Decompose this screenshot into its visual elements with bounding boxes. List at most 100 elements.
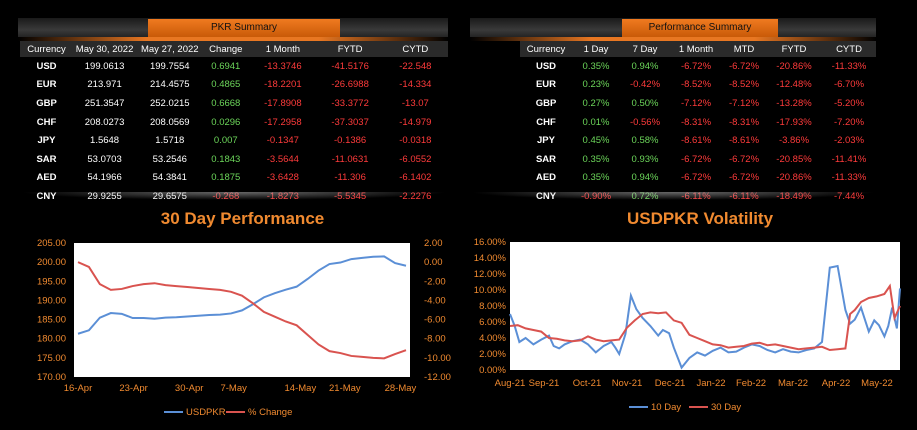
currency-cell: EUR: [535, 79, 557, 91]
pkr-summary-table: Currency May 30, 2022 May 27, 2022 Change 1 …: [20, 41, 448, 206]
y-left-tick-label: 175.00: [37, 353, 66, 364]
currency-cell: SAR: [36, 153, 57, 165]
table-row: SAR 0.35% 0.93% -6.72% -6.72% -20.85% -11.41%: [520, 150, 876, 169]
y-left-tick-label: 205.00: [37, 238, 66, 249]
y-tick-label: 14.00%: [474, 253, 507, 264]
currency-cell: GBP: [535, 97, 557, 109]
table-row: USD 0.35% 0.94% -6.72% -6.72% -20.86% -11.33%: [520, 57, 876, 76]
value-cell: -6.72%: [680, 153, 712, 165]
value-cell: 0.0296: [211, 116, 241, 128]
y-tick-label: 4.00%: [479, 333, 506, 344]
currency-cell: CHF: [36, 116, 57, 128]
pkr-summary-header-row: Currency May 30, 2022 May 27, 2022 Change 1 …: [20, 41, 448, 57]
value-cell: 213.971: [87, 79, 122, 91]
value-cell: 0.23%: [582, 79, 610, 91]
x-tick-label: 28-May: [385, 383, 417, 394]
table-row: JPY 1.5648 1.5718 0.007 -0.1347 -0.1386 -0.031…: [20, 131, 448, 150]
y-tick-label: 16.00%: [474, 237, 507, 248]
value-cell: -37.3037: [331, 116, 369, 128]
y-tick-label: 10.00%: [474, 285, 507, 296]
currency-cell: AED: [36, 172, 57, 184]
y-right-tick-label: -10.00: [424, 353, 451, 364]
y-right-tick-label: -6.00: [424, 315, 446, 326]
column-header: Currency: [20, 41, 73, 57]
value-cell: -20.86%: [776, 60, 812, 72]
value-cell: -13.07: [401, 97, 429, 109]
value-cell: 251.3547: [84, 97, 125, 109]
y-right-tick-label: 2.00: [424, 238, 443, 249]
value-cell: -11.33%: [831, 60, 867, 72]
x-tick-label: Sep-21: [529, 378, 560, 389]
table-row: JPY 0.45% 0.58% -8.61% -8.61% -3.86% -2.03%: [520, 131, 876, 150]
performance-summary-glow: [470, 37, 876, 41]
column-header: CYTD: [822, 41, 876, 57]
y-left-tick-label: 190.00: [37, 295, 66, 306]
value-cell: 53.0703: [87, 153, 122, 165]
x-tick-label: Aug-21: [495, 378, 526, 389]
x-tick-label: 21-May: [329, 383, 361, 394]
legend-label: USDPKR: [186, 407, 226, 418]
x-tick-label: 16-Apr: [64, 383, 93, 394]
value-cell: 208.0569: [149, 116, 190, 128]
x-tick-label: Dec-21: [655, 378, 686, 389]
table-row: USD 199.0613 199.7554 0.6941 -13.3746 -41.517…: [20, 57, 448, 76]
y-left-tick-label: 200.00: [37, 257, 66, 268]
value-cell: -2.03%: [833, 135, 865, 147]
x-tick-label: Nov-21: [612, 378, 643, 389]
table-row: EUR 213.971 214.4575 0.4865 -18.2201 -26.6988…: [20, 76, 448, 95]
value-cell: 0.35%: [582, 60, 610, 72]
value-cell: -17.2958: [264, 116, 302, 128]
legend-label: 30 Day: [711, 402, 741, 413]
y-right-tick-label: -4.00: [424, 295, 446, 306]
x-tick-label: 14-May: [285, 383, 317, 394]
volatility-chart-title: USDPKR Volatility: [626, 209, 774, 228]
value-cell: -6.72%: [728, 60, 760, 72]
value-cell: 0.93%: [631, 153, 659, 165]
value-cell: -13.3746: [264, 60, 302, 72]
legend-label: % Change: [248, 407, 292, 418]
volatility-chart: 0.00% 2.00% 4.00% 6.00% 8.00% 10.00% 12.00% 14.…: [474, 237, 901, 413]
value-cell: -7.12%: [680, 97, 712, 109]
value-cell: -0.1347: [266, 135, 299, 147]
value-cell: 208.0273: [84, 116, 125, 128]
value-cell: 1.5648: [90, 135, 120, 147]
value-cell: 199.0613: [84, 60, 125, 72]
x-tick-label: 7-May: [220, 383, 247, 394]
x-tick-label: Feb-22: [736, 378, 766, 389]
plot-area: [510, 242, 900, 370]
y-left-tick-label: 195.00: [37, 276, 66, 287]
table-row: GBP 0.27% 0.50% -7.12% -7.12% -13.28% -5.20%: [520, 94, 876, 113]
y-left-tick-label: 185.00: [37, 315, 66, 326]
value-cell: -7.20%: [833, 116, 865, 128]
column-header: 1 Month: [248, 41, 318, 57]
x-tick-label: Mar-22: [778, 378, 808, 389]
value-cell: -5.20%: [833, 97, 865, 109]
pkr-summary-glow: [18, 37, 448, 41]
value-cell: 252.0215: [149, 97, 190, 109]
value-cell: -41.5176: [331, 60, 369, 72]
y-left-tick-label: 170.00: [37, 372, 66, 383]
table-row: SAR 53.0703 53.2546 0.1843 -3.5644 -11.0631 -6…: [20, 150, 448, 169]
value-cell: -17.93%: [776, 116, 812, 128]
column-header: FYTD: [317, 41, 383, 57]
value-cell: 0.45%: [582, 135, 610, 147]
performance-summary-header-row: Currency 1 Day 7 Day 1 Month MTD FYTD CYTD: [520, 41, 876, 57]
currency-cell: EUR: [36, 79, 57, 91]
currency-cell: CHF: [536, 116, 556, 128]
value-cell: -14.334: [399, 79, 432, 91]
value-cell: -6.1402: [399, 172, 432, 184]
value-cell: -3.5644: [266, 153, 299, 165]
y-tick-label: 6.00%: [479, 317, 506, 328]
y-right-tick-label: -2.00: [424, 276, 446, 287]
value-cell: 54.1966: [87, 172, 122, 184]
value-cell: -3.86%: [778, 135, 810, 147]
value-cell: 0.01%: [582, 116, 610, 128]
value-cell: -6.72%: [680, 172, 712, 184]
value-cell: -8.52%: [680, 79, 712, 91]
column-header: Currency: [520, 41, 572, 57]
pkr-summary-bottom-glow: [20, 192, 448, 200]
table-row: AED 54.1966 54.3841 0.1875 -3.6428 -11.306 -6.…: [20, 169, 448, 188]
value-cell: -26.6988: [331, 79, 369, 91]
value-cell: 54.3841: [152, 172, 187, 184]
currency-cell: JPY: [537, 135, 555, 147]
